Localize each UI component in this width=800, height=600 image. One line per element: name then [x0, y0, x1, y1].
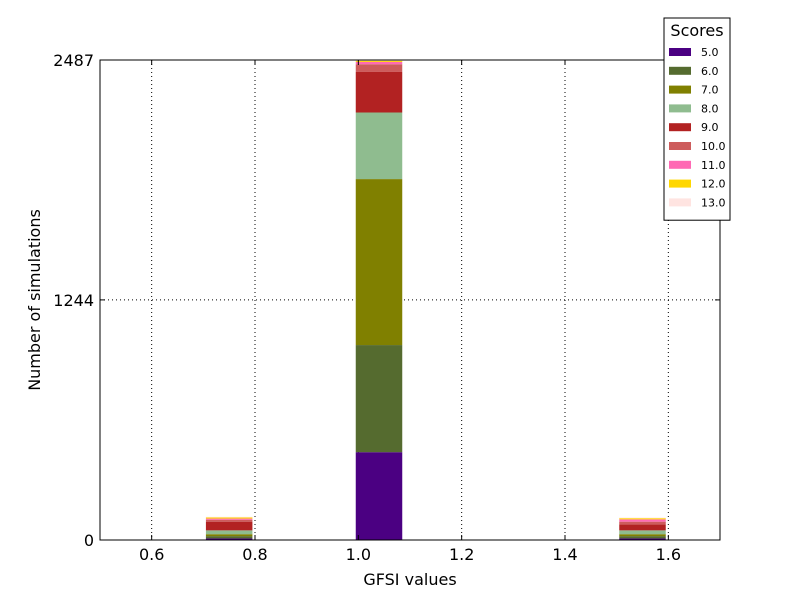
bar-segment — [205, 518, 253, 520]
bar-segment — [205, 519, 253, 522]
bar-segment — [355, 179, 403, 346]
y-tick-label: 0 — [84, 531, 94, 550]
x-tick-label: 0.8 — [242, 545, 267, 564]
y-tick-label: 2487 — [53, 51, 94, 70]
bars — [205, 60, 666, 540]
x-tick-label: 0.6 — [139, 545, 164, 564]
axis-ticks: 0.6 0.8 1.0 1.2 1.4 1.6 0 1244 2487 — [53, 51, 720, 564]
y-tick-label: 1244 — [53, 291, 94, 310]
bar-segment — [619, 517, 666, 519]
bar-segment — [205, 530, 253, 535]
bar-segment — [205, 534, 253, 537]
legend-label: 6.0 — [701, 65, 719, 78]
legend-swatch — [669, 160, 691, 169]
legend-label: 5.0 — [701, 46, 719, 59]
bar-segment — [355, 71, 403, 113]
bar-segment — [355, 60, 403, 62]
bar-segment — [619, 524, 666, 531]
bar-segment — [619, 534, 666, 537]
bar-segment — [205, 516, 253, 518]
legend-swatch — [669, 142, 691, 150]
x-tick-label: 1.2 — [449, 545, 474, 564]
legend-label: 7.0 — [701, 84, 719, 97]
legend-swatch — [669, 198, 691, 207]
x-tick-label: 1.4 — [552, 545, 577, 564]
bar-segment — [619, 536, 666, 539]
bar-segment — [355, 345, 403, 453]
x-tick-label: 1.0 — [346, 545, 371, 564]
bar-segment — [355, 112, 403, 180]
x-tick-label: 1.6 — [656, 545, 681, 564]
bar-segment — [619, 530, 666, 535]
legend-items: 5.0 6.0 7.0 8.0 9.0 10.0 11.0 12.0 13.0 — [669, 46, 726, 209]
legend-title: Scores — [670, 21, 723, 40]
bar-segment — [205, 517, 253, 519]
bar-segment — [619, 538, 666, 540]
bar-segment — [355, 452, 403, 540]
legend-swatch — [669, 48, 691, 56]
legend-swatch — [669, 123, 691, 132]
bar-segment — [205, 538, 253, 540]
legend-label: 10.0 — [701, 140, 726, 153]
legend-label: 8.0 — [701, 102, 719, 115]
legend-swatch — [669, 66, 691, 75]
legend-swatch — [669, 104, 691, 113]
legend: Scores 5.0 6.0 7.0 8.0 9.0 10.0 11.0 12.0 13.0 — [663, 17, 731, 221]
legend-swatch — [669, 85, 691, 94]
legend-label: 9.0 — [701, 121, 719, 134]
bar-segment — [355, 61, 403, 65]
bar-segment — [205, 536, 253, 539]
bar-segment — [355, 64, 403, 72]
legend-label: 11.0 — [701, 159, 726, 172]
bar-segment — [205, 521, 253, 531]
bar-segment — [619, 519, 666, 522]
bar-segment — [619, 521, 666, 525]
bar-segment — [619, 518, 666, 520]
legend-label: 12.0 — [701, 178, 726, 191]
legend-swatch — [669, 179, 691, 188]
x-axis-title: GFSI values — [363, 570, 456, 589]
y-axis-title: Number of simulations — [25, 209, 44, 391]
legend-label: 13.0 — [701, 196, 726, 209]
